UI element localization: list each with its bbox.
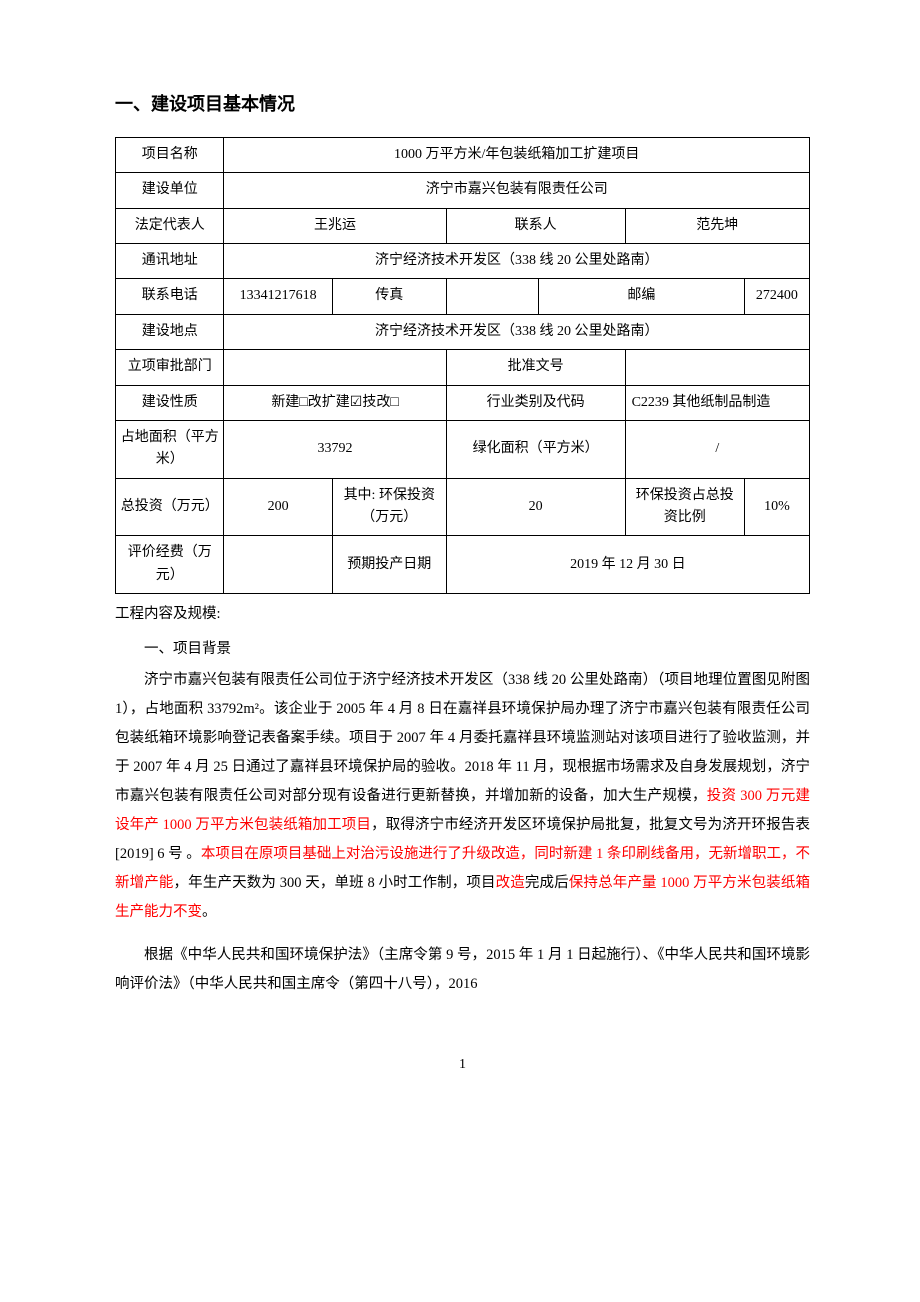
- label-approval-no: 批准文号: [446, 350, 625, 385]
- label-postcode: 邮编: [538, 279, 744, 314]
- label-industry: 行业类别及代码: [446, 385, 625, 420]
- label-build-loc: 建设地点: [116, 314, 224, 349]
- project-info-table: 项目名称 1000 万平方米/年包装纸箱加工扩建项目 建设单位 济宁市嘉兴包装有…: [115, 137, 810, 594]
- table-row: 项目名称 1000 万平方米/年包装纸箱加工扩建项目: [116, 137, 810, 172]
- page-number: 1: [115, 1054, 810, 1076]
- label-approval-dept: 立项审批部门: [116, 350, 224, 385]
- label-env-ratio: 环保投资占总投资比例: [625, 478, 744, 536]
- table-row: 建设地点 济宁经济技术开发区（338 线 20 公里处路南）: [116, 314, 810, 349]
- value-industry: C2239 其他纸制品制造: [625, 385, 809, 420]
- table-row: 建设性质 新建□改扩建☑技改□ 行业类别及代码 C2239 其他纸制品制造: [116, 385, 810, 420]
- p1-text-d: 完成后: [525, 875, 569, 891]
- value-phone: 13341217618: [224, 279, 332, 314]
- table-row: 总投资（万元） 200 其中: 环保投资（万元） 20 环保投资占总投资比例 1…: [116, 478, 810, 536]
- table-row: 建设单位 济宁市嘉兴包装有限责任公司: [116, 173, 810, 208]
- content-label: 工程内容及规模:: [115, 600, 810, 629]
- label-fax: 传真: [332, 279, 446, 314]
- label-build-unit: 建设单位: [116, 173, 224, 208]
- value-build-unit: 济宁市嘉兴包装有限责任公司: [224, 173, 810, 208]
- table-row: 评价经费（万元） 预期投产日期 2019 年 12 月 30 日: [116, 536, 810, 594]
- value-green-area: /: [625, 420, 809, 478]
- value-build-loc: 济宁经济技术开发区（338 线 20 公里处路南）: [224, 314, 810, 349]
- label-env-invest: 其中: 环保投资（万元）: [332, 478, 446, 536]
- value-postcode: 272400: [744, 279, 809, 314]
- value-prod-date: 2019 年 12 月 30 日: [446, 536, 809, 594]
- label-prod-date: 预期投产日期: [332, 536, 446, 594]
- paragraph-1: 济宁市嘉兴包装有限责任公司位于济宁经济技术开发区（338 线 20 公里处路南）…: [115, 666, 810, 927]
- content-section: 工程内容及规模: 一、项目背景 济宁市嘉兴包装有限责任公司位于济宁经济技术开发区…: [115, 600, 810, 999]
- value-contact: 范先坤: [625, 208, 809, 243]
- sub-heading: 一、项目背景: [115, 635, 810, 664]
- table-row: 立项审批部门 批准文号: [116, 350, 810, 385]
- table-row: 占地面积（平方米） 33792 绿化面积（平方米） /: [116, 420, 810, 478]
- label-phone: 联系电话: [116, 279, 224, 314]
- value-build-nature: 新建□改扩建☑技改□: [224, 385, 446, 420]
- label-legal-rep: 法定代表人: [116, 208, 224, 243]
- value-total-invest: 200: [224, 478, 332, 536]
- paragraph-2: 根据《中华人民共和国环境保护法》（主席令第 9 号，2015 年 1 月 1 日…: [115, 941, 810, 999]
- label-address: 通讯地址: [116, 243, 224, 278]
- p1-text-c: ，年生产天数为 300 天，单班 8 小时工作制，项目: [174, 875, 496, 891]
- value-env-invest: 20: [446, 478, 625, 536]
- label-land-area: 占地面积（平方米）: [116, 420, 224, 478]
- value-legal-rep: 王兆运: [224, 208, 446, 243]
- value-address: 济宁经济技术开发区（338 线 20 公里处路南）: [224, 243, 810, 278]
- label-eval-cost: 评价经费（万元）: [116, 536, 224, 594]
- value-approval-dept: [224, 350, 446, 385]
- table-row: 法定代表人 王兆运 联系人 范先坤: [116, 208, 810, 243]
- value-project-name: 1000 万平方米/年包装纸箱加工扩建项目: [224, 137, 810, 172]
- label-green-area: 绿化面积（平方米）: [446, 420, 625, 478]
- value-land-area: 33792: [224, 420, 446, 478]
- value-approval-no: [625, 350, 809, 385]
- table-row: 通讯地址 济宁经济技术开发区（338 线 20 公里处路南）: [116, 243, 810, 278]
- label-total-invest: 总投资（万元）: [116, 478, 224, 536]
- section-title: 一、建设项目基本情况: [115, 90, 810, 119]
- p1-text-e: 。: [202, 904, 217, 920]
- value-env-ratio: 10%: [744, 478, 809, 536]
- label-project-name: 项目名称: [116, 137, 224, 172]
- label-build-nature: 建设性质: [116, 385, 224, 420]
- value-fax: [446, 279, 538, 314]
- table-row: 联系电话 13341217618 传真 邮编 272400: [116, 279, 810, 314]
- p1-red-3: 改造: [496, 875, 525, 891]
- p1-text-a: 济宁市嘉兴包装有限责任公司位于济宁经济技术开发区（338 线 20 公里处路南）…: [115, 672, 810, 804]
- label-contact: 联系人: [446, 208, 625, 243]
- value-eval-cost: [224, 536, 332, 594]
